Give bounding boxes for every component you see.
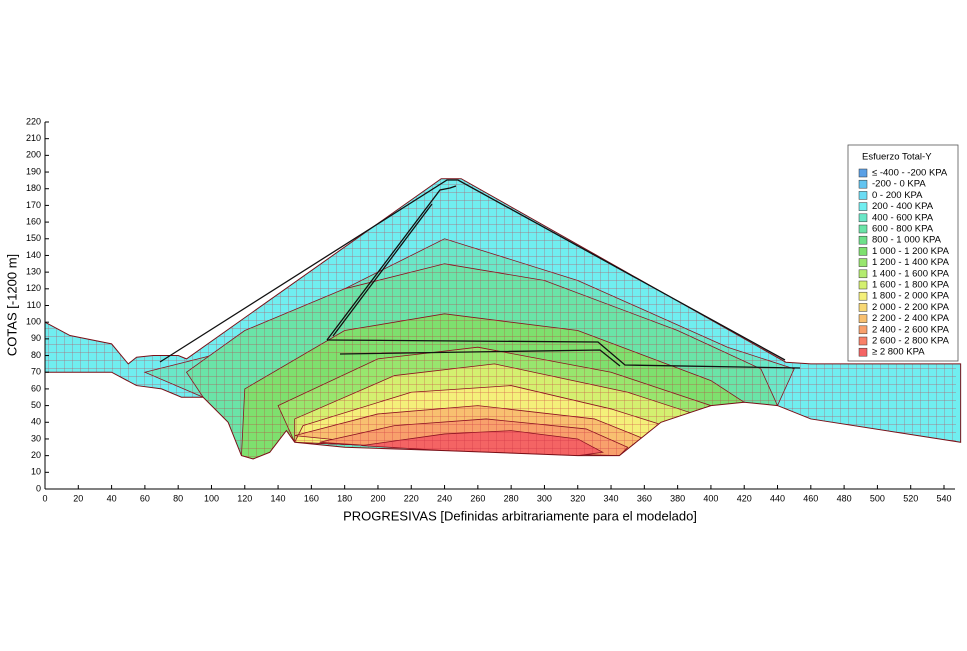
legend-swatch — [858, 235, 868, 245]
x-axis-title: PROGRESIVAS [Definidas arbitrariamente p… — [343, 508, 697, 523]
legend-label: 2 000 - 2 200 KPA — [872, 302, 950, 313]
legend-label: 800 - 1 000 KPA — [872, 235, 942, 246]
x-tick-label: 540 — [936, 493, 951, 503]
y-tick-label: 80 — [31, 350, 41, 360]
x-tick-label: 360 — [637, 493, 652, 503]
y-tick-label: 190 — [26, 166, 41, 176]
legend-swatch — [858, 314, 868, 323]
legend-label: 1 000 - 1 200 KPA — [872, 246, 950, 257]
y-tick-label: 40 — [31, 417, 41, 427]
y-tick-label: 180 — [26, 183, 41, 193]
y-tick-label: 10 — [31, 467, 41, 477]
y-tick-label: 100 — [26, 317, 41, 327]
x-tick-label: 120 — [237, 493, 252, 503]
core-line — [332, 203, 433, 337]
x-tick-label: 520 — [903, 493, 918, 503]
core-line — [339, 349, 621, 367]
legend-label: ≥ 2 800 KPA — [872, 347, 925, 358]
legend-label: 600 - 800 KPA — [872, 224, 934, 235]
y-tick-label: 130 — [26, 267, 41, 277]
x-tick-label: 200 — [370, 493, 385, 503]
y-tick-label: 60 — [31, 383, 41, 393]
y-tick-label: 0 — [36, 483, 41, 493]
y-tick-label: 70 — [31, 367, 41, 377]
x-tick-label: 40 — [107, 493, 117, 503]
x-tick-label: 280 — [504, 493, 519, 503]
x-tick-label: 440 — [770, 493, 785, 503]
legend-swatch — [858, 336, 868, 346]
legend-swatch — [858, 347, 868, 357]
y-tick-label: 20 — [31, 450, 41, 460]
legend-swatch — [858, 291, 868, 301]
legend-swatch — [858, 280, 868, 290]
bands — [45, 178, 961, 459]
legend-swatch — [858, 213, 868, 223]
legend-label: 0 - 200 KPA — [872, 190, 923, 201]
legend-label: 1 600 - 1 800 KPA — [872, 280, 950, 291]
legend-label: 1 200 - 1 400 KPA — [872, 257, 950, 268]
plot-area — [44, 178, 962, 460]
legend-label: 1 400 - 1 600 KPA — [872, 268, 950, 279]
legend-label: 400 - 600 KPA — [872, 212, 934, 223]
x-tick-label: 320 — [570, 493, 585, 503]
x-tick-label: 300 — [537, 493, 552, 503]
legend-swatch — [858, 179, 868, 189]
y-tick-label: 120 — [26, 283, 41, 293]
y-tick-label: 140 — [26, 250, 41, 260]
x-tick-label: 340 — [604, 493, 619, 503]
legend-swatch — [858, 224, 868, 234]
dam-face — [159, 179, 786, 363]
x-tick-label: 500 — [870, 493, 885, 503]
y-tick-label: 90 — [31, 333, 41, 343]
y-tick-label: 30 — [31, 433, 41, 443]
x-tick-label: 260 — [470, 493, 485, 503]
legend-label: 200 - 400 KPA — [872, 201, 934, 212]
legend-swatch — [858, 303, 868, 312]
y-tick-label: 210 — [26, 133, 41, 143]
y-tick-label: 50 — [31, 400, 41, 410]
x-tick-label: 160 — [304, 493, 319, 503]
domain-outline — [44, 178, 962, 460]
legend-swatch — [858, 168, 868, 178]
y-tick-label: 160 — [26, 216, 41, 226]
x-tick-label: 0 — [42, 493, 47, 503]
x-tick-label: 140 — [271, 493, 286, 503]
core-line — [326, 339, 801, 369]
legend-swatch — [858, 325, 868, 335]
legend-label: 2 600 - 2 800 KPA — [872, 336, 950, 347]
y-tick-label: 200 — [26, 150, 41, 160]
y-tick-label: 110 — [27, 300, 41, 310]
legend-label: 2 400 - 2 600 KPA — [872, 324, 950, 335]
legend-title: Esfuerzo Total-Y — [862, 152, 932, 163]
legend-swatch — [858, 202, 868, 211]
x-tick-label: 420 — [737, 493, 752, 503]
legend-label: 1 800 - 2 000 KPA — [872, 291, 950, 302]
legend-swatch — [858, 247, 868, 256]
legend-label: ≤ -400 - -200 KPA — [872, 168, 948, 179]
legend-swatch — [858, 269, 868, 279]
legend-swatch — [858, 258, 868, 267]
core-line — [326, 185, 457, 341]
y-tick-label: 170 — [26, 200, 41, 210]
x-tick-label: 240 — [437, 493, 452, 503]
mesh — [45, 178, 956, 459]
x-tick-label: 60 — [140, 493, 150, 503]
y-axis-title: COTAS [-1200 m] — [4, 254, 19, 356]
legend-label: 2 200 - 2 400 KPA — [872, 313, 950, 324]
x-tick-label: 180 — [337, 493, 352, 503]
x-tick-label: 480 — [837, 493, 852, 503]
x-tick-label: 380 — [670, 493, 685, 503]
legend-swatch — [858, 191, 868, 200]
x-tick-label: 460 — [803, 493, 818, 503]
x-tick-label: 20 — [73, 493, 83, 503]
y-tick-label: 150 — [26, 233, 41, 243]
x-tick-label: 400 — [703, 493, 718, 503]
y-tick-label: 220 — [26, 116, 41, 126]
x-tick-label: 100 — [204, 493, 219, 503]
x-tick-label: 220 — [404, 493, 419, 503]
legend-label: -200 - 0 KPA — [872, 179, 926, 190]
x-tick-label: 80 — [173, 493, 183, 503]
core-outline — [159, 179, 801, 369]
